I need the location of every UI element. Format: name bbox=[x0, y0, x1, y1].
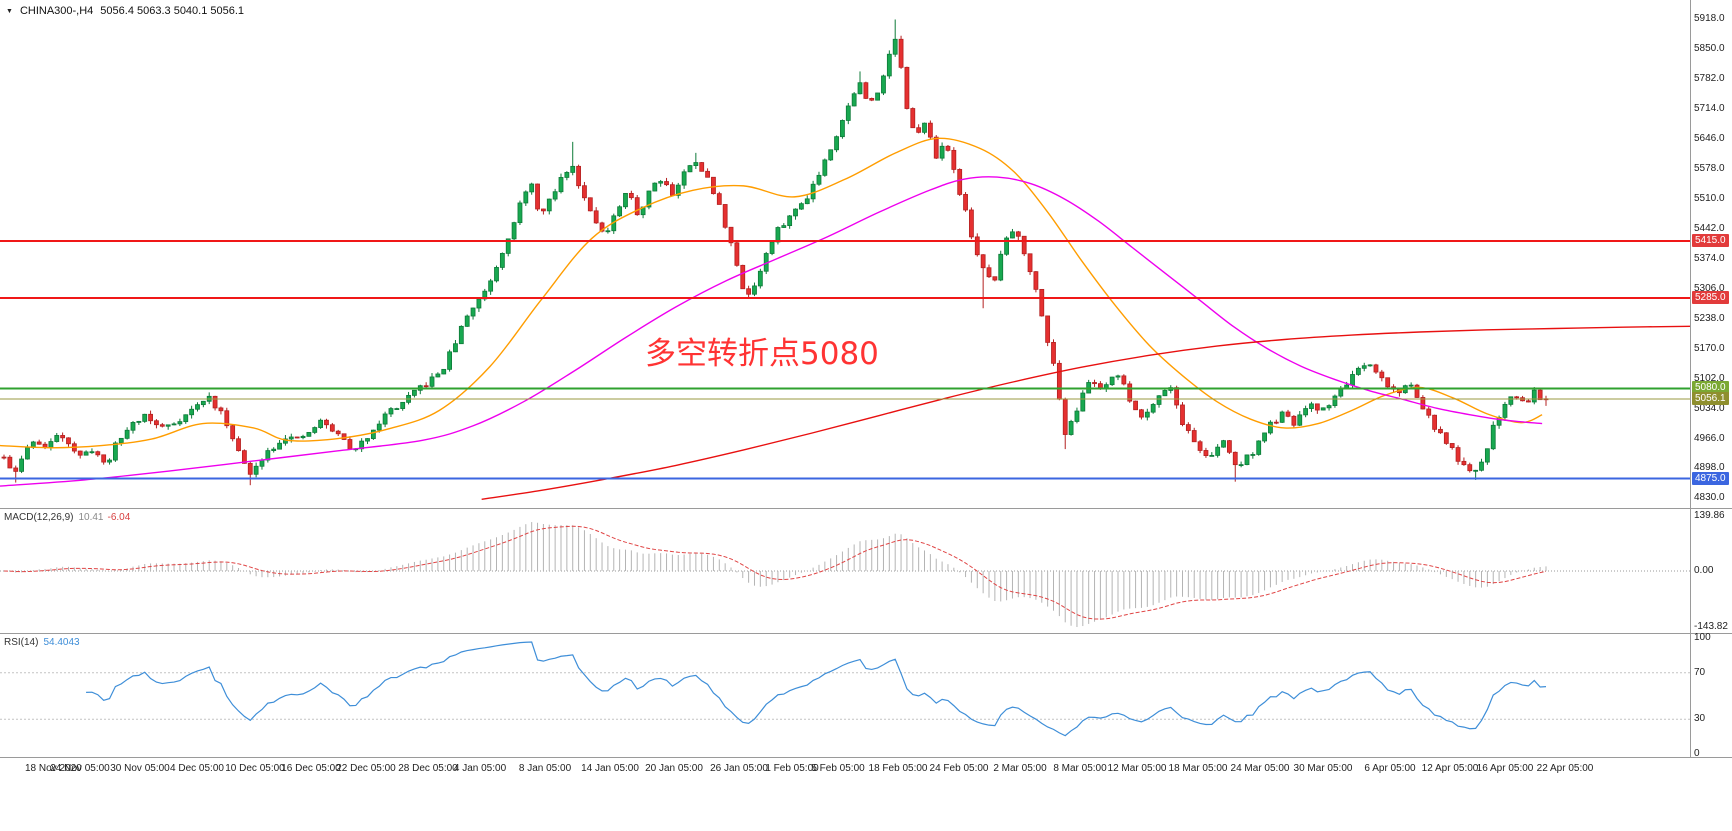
macd-signal-value: -6.04 bbox=[107, 512, 131, 523]
macd-indicator-label: MACD(12,26,9) 10.41 -6.04 bbox=[4, 512, 130, 523]
ma-fast-orange bbox=[0, 137, 1543, 449]
macd-main-value: 10.41 bbox=[78, 512, 104, 523]
ohlc-values: 5056.4 5063.3 5040.1 5056.1 bbox=[100, 5, 245, 17]
rsi-value: 54.4043 bbox=[43, 637, 80, 648]
rsi-indicator-label: RSI(14) 54.4043 bbox=[4, 637, 80, 648]
symbol-period-label: CHINA300-,H4 bbox=[19, 5, 94, 17]
ma-mid-magenta bbox=[0, 176, 1543, 487]
chart-info-bar: ▼ CHINA300-,H4 5056.4 5063.3 5040.1 5056… bbox=[6, 5, 244, 17]
collapse-toolbar-icon[interactable]: ▼ bbox=[6, 7, 13, 15]
macd-indicator-name: MACD(12,26,9) bbox=[4, 512, 74, 523]
ma-slow-red bbox=[481, 325, 1691, 500]
chart-annotation-text: 多空转折点5080 bbox=[645, 336, 879, 372]
rsi-indicator-name: RSI(14) bbox=[4, 637, 39, 648]
